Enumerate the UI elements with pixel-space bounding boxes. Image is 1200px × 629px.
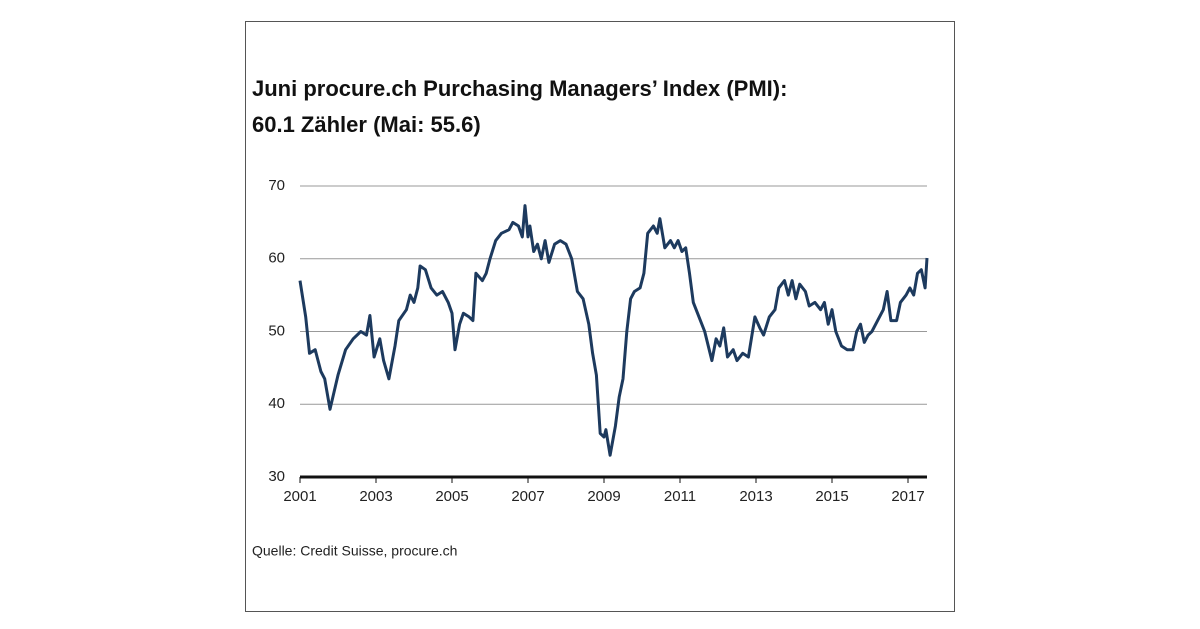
chart-title: 60.1 Zähler (Mai: 55.6) (252, 112, 481, 137)
y-tick-label: 40 (268, 395, 285, 412)
x-tick-label: 2001 (283, 488, 316, 505)
x-tick-label: 2003 (359, 488, 392, 505)
source-note: Quelle: Credit Suisse, procure.ch (252, 543, 457, 559)
x-tick-label: 2005 (435, 488, 468, 505)
x-tick-label: 2015 (815, 488, 848, 505)
chart-title: Juni procure.ch Purchasing Managers’ Ind… (252, 76, 787, 101)
x-tick-label: 2009 (587, 488, 620, 505)
x-tick-label: 2013 (739, 488, 772, 505)
x-tick-label: 2007 (511, 488, 544, 505)
y-tick-label: 50 (268, 322, 285, 339)
data-line (298, 204, 929, 457)
x-tick-label: 2017 (891, 488, 924, 505)
y-tick-label: 70 (268, 177, 285, 194)
y-tick-label: 60 (268, 250, 285, 267)
y-tick-label: 30 (268, 468, 285, 485)
x-tick-label: 2011 (664, 488, 696, 505)
frame (245, 21, 955, 612)
